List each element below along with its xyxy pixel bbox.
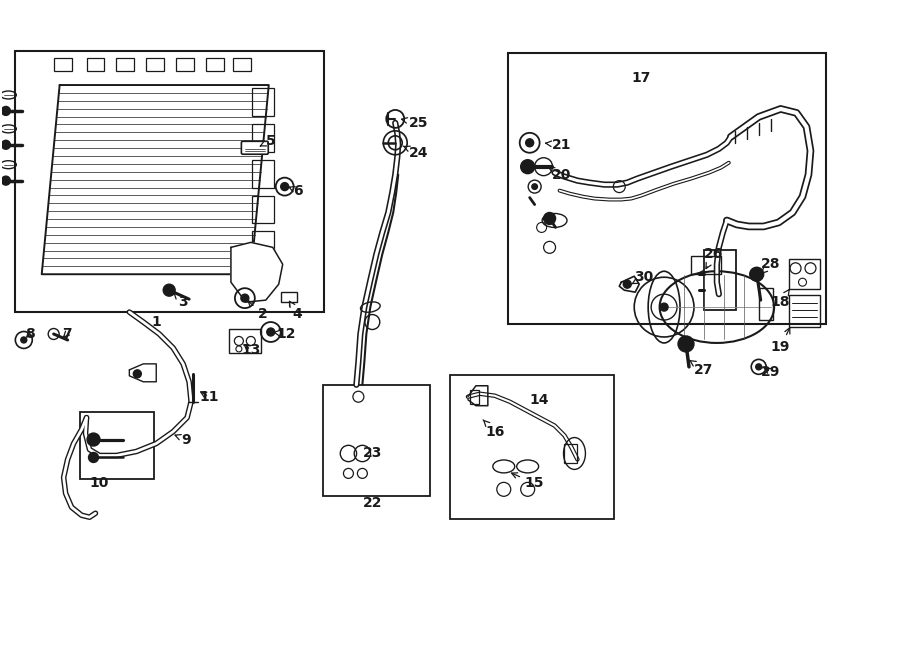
Text: 5: 5 (260, 134, 275, 148)
Bar (788, 260, 821, 289)
Text: 4: 4 (290, 301, 302, 321)
Circle shape (2, 140, 11, 149)
Circle shape (241, 294, 248, 302)
Polygon shape (619, 276, 639, 292)
Text: 30: 30 (632, 270, 653, 284)
Text: 14: 14 (530, 393, 549, 406)
Bar (79, 412, 154, 479)
Text: 28: 28 (760, 258, 780, 274)
Circle shape (281, 183, 289, 191)
Circle shape (2, 176, 11, 185)
Text: 3: 3 (174, 293, 188, 309)
Bar (233, 58, 251, 71)
Circle shape (526, 139, 534, 147)
Polygon shape (130, 364, 157, 382)
Bar (322, 385, 430, 496)
Text: 17: 17 (632, 71, 651, 85)
Bar (252, 88, 274, 116)
Text: 7: 7 (62, 327, 71, 341)
Circle shape (21, 337, 27, 343)
Bar (704, 250, 736, 310)
Text: 1: 1 (151, 315, 161, 329)
Bar (252, 160, 274, 187)
Bar (252, 124, 274, 152)
FancyBboxPatch shape (241, 141, 268, 154)
Bar (176, 58, 194, 71)
Circle shape (750, 267, 764, 281)
Bar (691, 256, 721, 274)
Text: 22: 22 (363, 496, 382, 510)
Bar (206, 58, 224, 71)
Text: 16: 16 (483, 420, 505, 439)
Text: 18: 18 (771, 289, 790, 309)
Text: 8: 8 (25, 327, 34, 341)
Text: 9: 9 (175, 432, 191, 447)
Bar (252, 195, 274, 224)
Text: 2: 2 (248, 301, 267, 321)
Bar (759, 288, 772, 320)
Circle shape (163, 284, 176, 296)
Bar (229, 329, 261, 353)
Text: 11: 11 (199, 390, 219, 404)
Bar (14, 51, 323, 312)
Bar (788, 295, 821, 327)
Circle shape (624, 280, 631, 288)
Polygon shape (231, 242, 283, 302)
Circle shape (521, 160, 535, 173)
Circle shape (532, 184, 537, 189)
Circle shape (88, 453, 98, 463)
Bar (563, 444, 578, 463)
Text: 21: 21 (545, 138, 572, 152)
Text: 23: 23 (363, 446, 382, 461)
Bar (54, 58, 72, 71)
Bar (86, 58, 104, 71)
Text: 12: 12 (273, 327, 295, 341)
Text: 26: 26 (704, 248, 724, 269)
Text: 19: 19 (771, 328, 790, 354)
Circle shape (544, 213, 555, 224)
Polygon shape (41, 85, 269, 274)
Circle shape (266, 328, 274, 336)
Text: 24: 24 (403, 146, 427, 160)
Text: 29: 29 (761, 365, 780, 379)
Text: 6: 6 (289, 183, 302, 197)
Circle shape (2, 107, 11, 115)
Circle shape (133, 370, 141, 378)
Bar (147, 58, 164, 71)
Text: 13: 13 (241, 343, 260, 357)
Text: 27: 27 (689, 360, 714, 377)
Text: 15: 15 (511, 473, 544, 491)
Bar (252, 232, 274, 260)
Circle shape (756, 364, 761, 370)
Bar (470, 390, 479, 404)
Bar (508, 53, 826, 324)
Text: 10: 10 (90, 477, 109, 491)
Bar (281, 292, 297, 302)
Bar (450, 375, 615, 519)
Circle shape (678, 336, 694, 352)
Circle shape (87, 433, 100, 446)
Text: 25: 25 (401, 116, 428, 130)
Bar (116, 58, 134, 71)
Text: 20: 20 (549, 167, 572, 181)
Circle shape (660, 303, 668, 311)
